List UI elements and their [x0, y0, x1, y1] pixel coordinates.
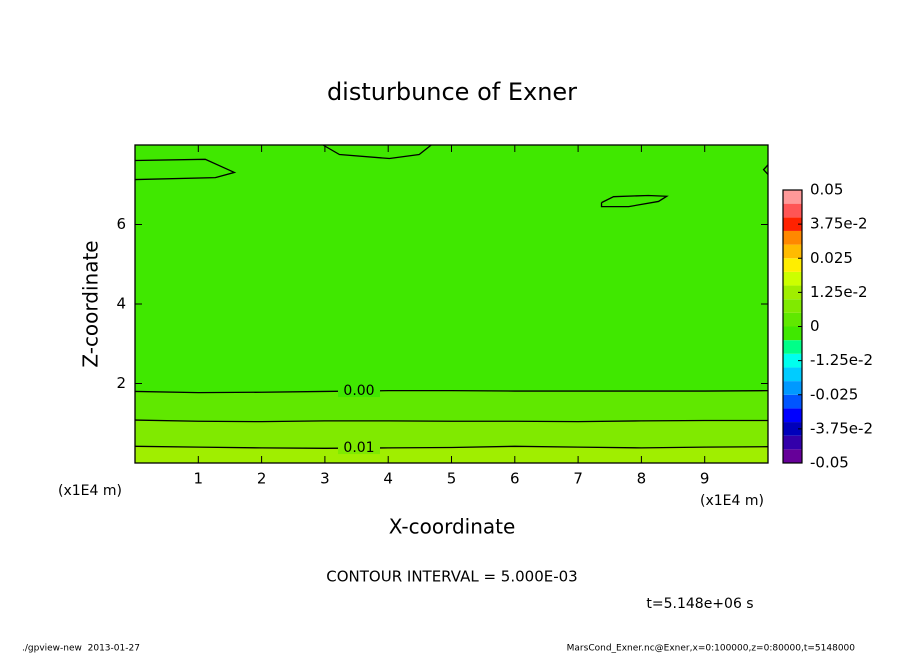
colorbar-band [783, 312, 802, 327]
contour-line [322, 144, 432, 160]
x-tick-label: 9 [700, 470, 710, 488]
colorbar-band [783, 326, 802, 341]
y-axis-label: Z-coordinate [79, 240, 103, 367]
x-tick-label: 4 [383, 470, 393, 488]
colorbar-band [783, 285, 802, 300]
y-tick-label: 6 [116, 215, 126, 233]
colorbar-tick-label: -3.75e-2 [810, 419, 873, 437]
contour-label-gap [338, 442, 380, 455]
colorbar-band [783, 230, 802, 245]
x-tick-label: 3 [320, 470, 330, 488]
colorbar-band [783, 394, 802, 409]
colorbar-band [783, 203, 802, 218]
colorbar-tick-label: 0 [810, 317, 820, 335]
x-tick-label: 6 [510, 470, 520, 488]
y-tick-label: 4 [116, 295, 126, 313]
x-unit-label: (x1E4 m) [700, 493, 764, 509]
colorbar-band [783, 244, 802, 259]
contour-line [134, 390, 769, 394]
y-tick-label: 2 [116, 374, 126, 392]
colorbar-band [783, 353, 802, 368]
colorbar-band [783, 381, 802, 395]
contour-interval: CONTOUR INTERVAL = 5.000E-03 [326, 568, 577, 586]
colorbar-band [783, 190, 802, 204]
x-tick-label: 7 [573, 470, 583, 488]
colorbar-band [783, 299, 802, 313]
contour-line [134, 445, 769, 449]
colorbar-tick-label: 0.05 [810, 181, 843, 199]
x-tick-label: 8 [637, 470, 647, 488]
x-tick-label: 1 [194, 470, 204, 488]
colorbar-tick-label: 3.75e-2 [810, 215, 868, 233]
colorbar-tick-label: 1.25e-2 [810, 283, 868, 301]
colorbar-band [783, 422, 802, 436]
colorbar-band [783, 258, 802, 272]
field-fill [135, 446, 768, 463]
x-unit-label: (x1E4 m) [58, 483, 122, 499]
colorbar-band [783, 340, 802, 354]
x-tick-label: 5 [447, 470, 457, 488]
colorbar-band [783, 367, 802, 382]
time-label: t=5.148e+06 s [646, 596, 753, 612]
contour-line [762, 164, 769, 175]
colorbar-band [783, 217, 802, 231]
x-tick-label: 2 [257, 470, 267, 488]
contour-line [134, 158, 237, 181]
footer-right: MarsCond_Exner.nc@Exner,x=0:100000,z=0:8… [567, 644, 856, 654]
colorbar-tick-label: -1.25e-2 [810, 351, 873, 369]
contour-label-gap [338, 385, 380, 398]
contour-label: 0.00 [343, 383, 374, 399]
colorbar-band [783, 271, 802, 286]
contour-line [600, 194, 669, 208]
x-axis-label: X-coordinate [389, 515, 516, 539]
colorbar-band [783, 449, 802, 463]
colorbar-tick-label: -0.025 [810, 385, 858, 403]
colorbar-tick-label: -0.05 [810, 454, 849, 472]
colorbar-band [783, 435, 802, 450]
contour-line [134, 419, 768, 423]
chart-title: disturbunce of Exner [327, 78, 577, 106]
footer-left: ./gpview-new 2013-01-27 [22, 644, 140, 654]
colorbar-band [783, 408, 802, 423]
colorbar-tick-label: 0.025 [810, 249, 853, 267]
contour-label: 0.01 [343, 440, 374, 456]
